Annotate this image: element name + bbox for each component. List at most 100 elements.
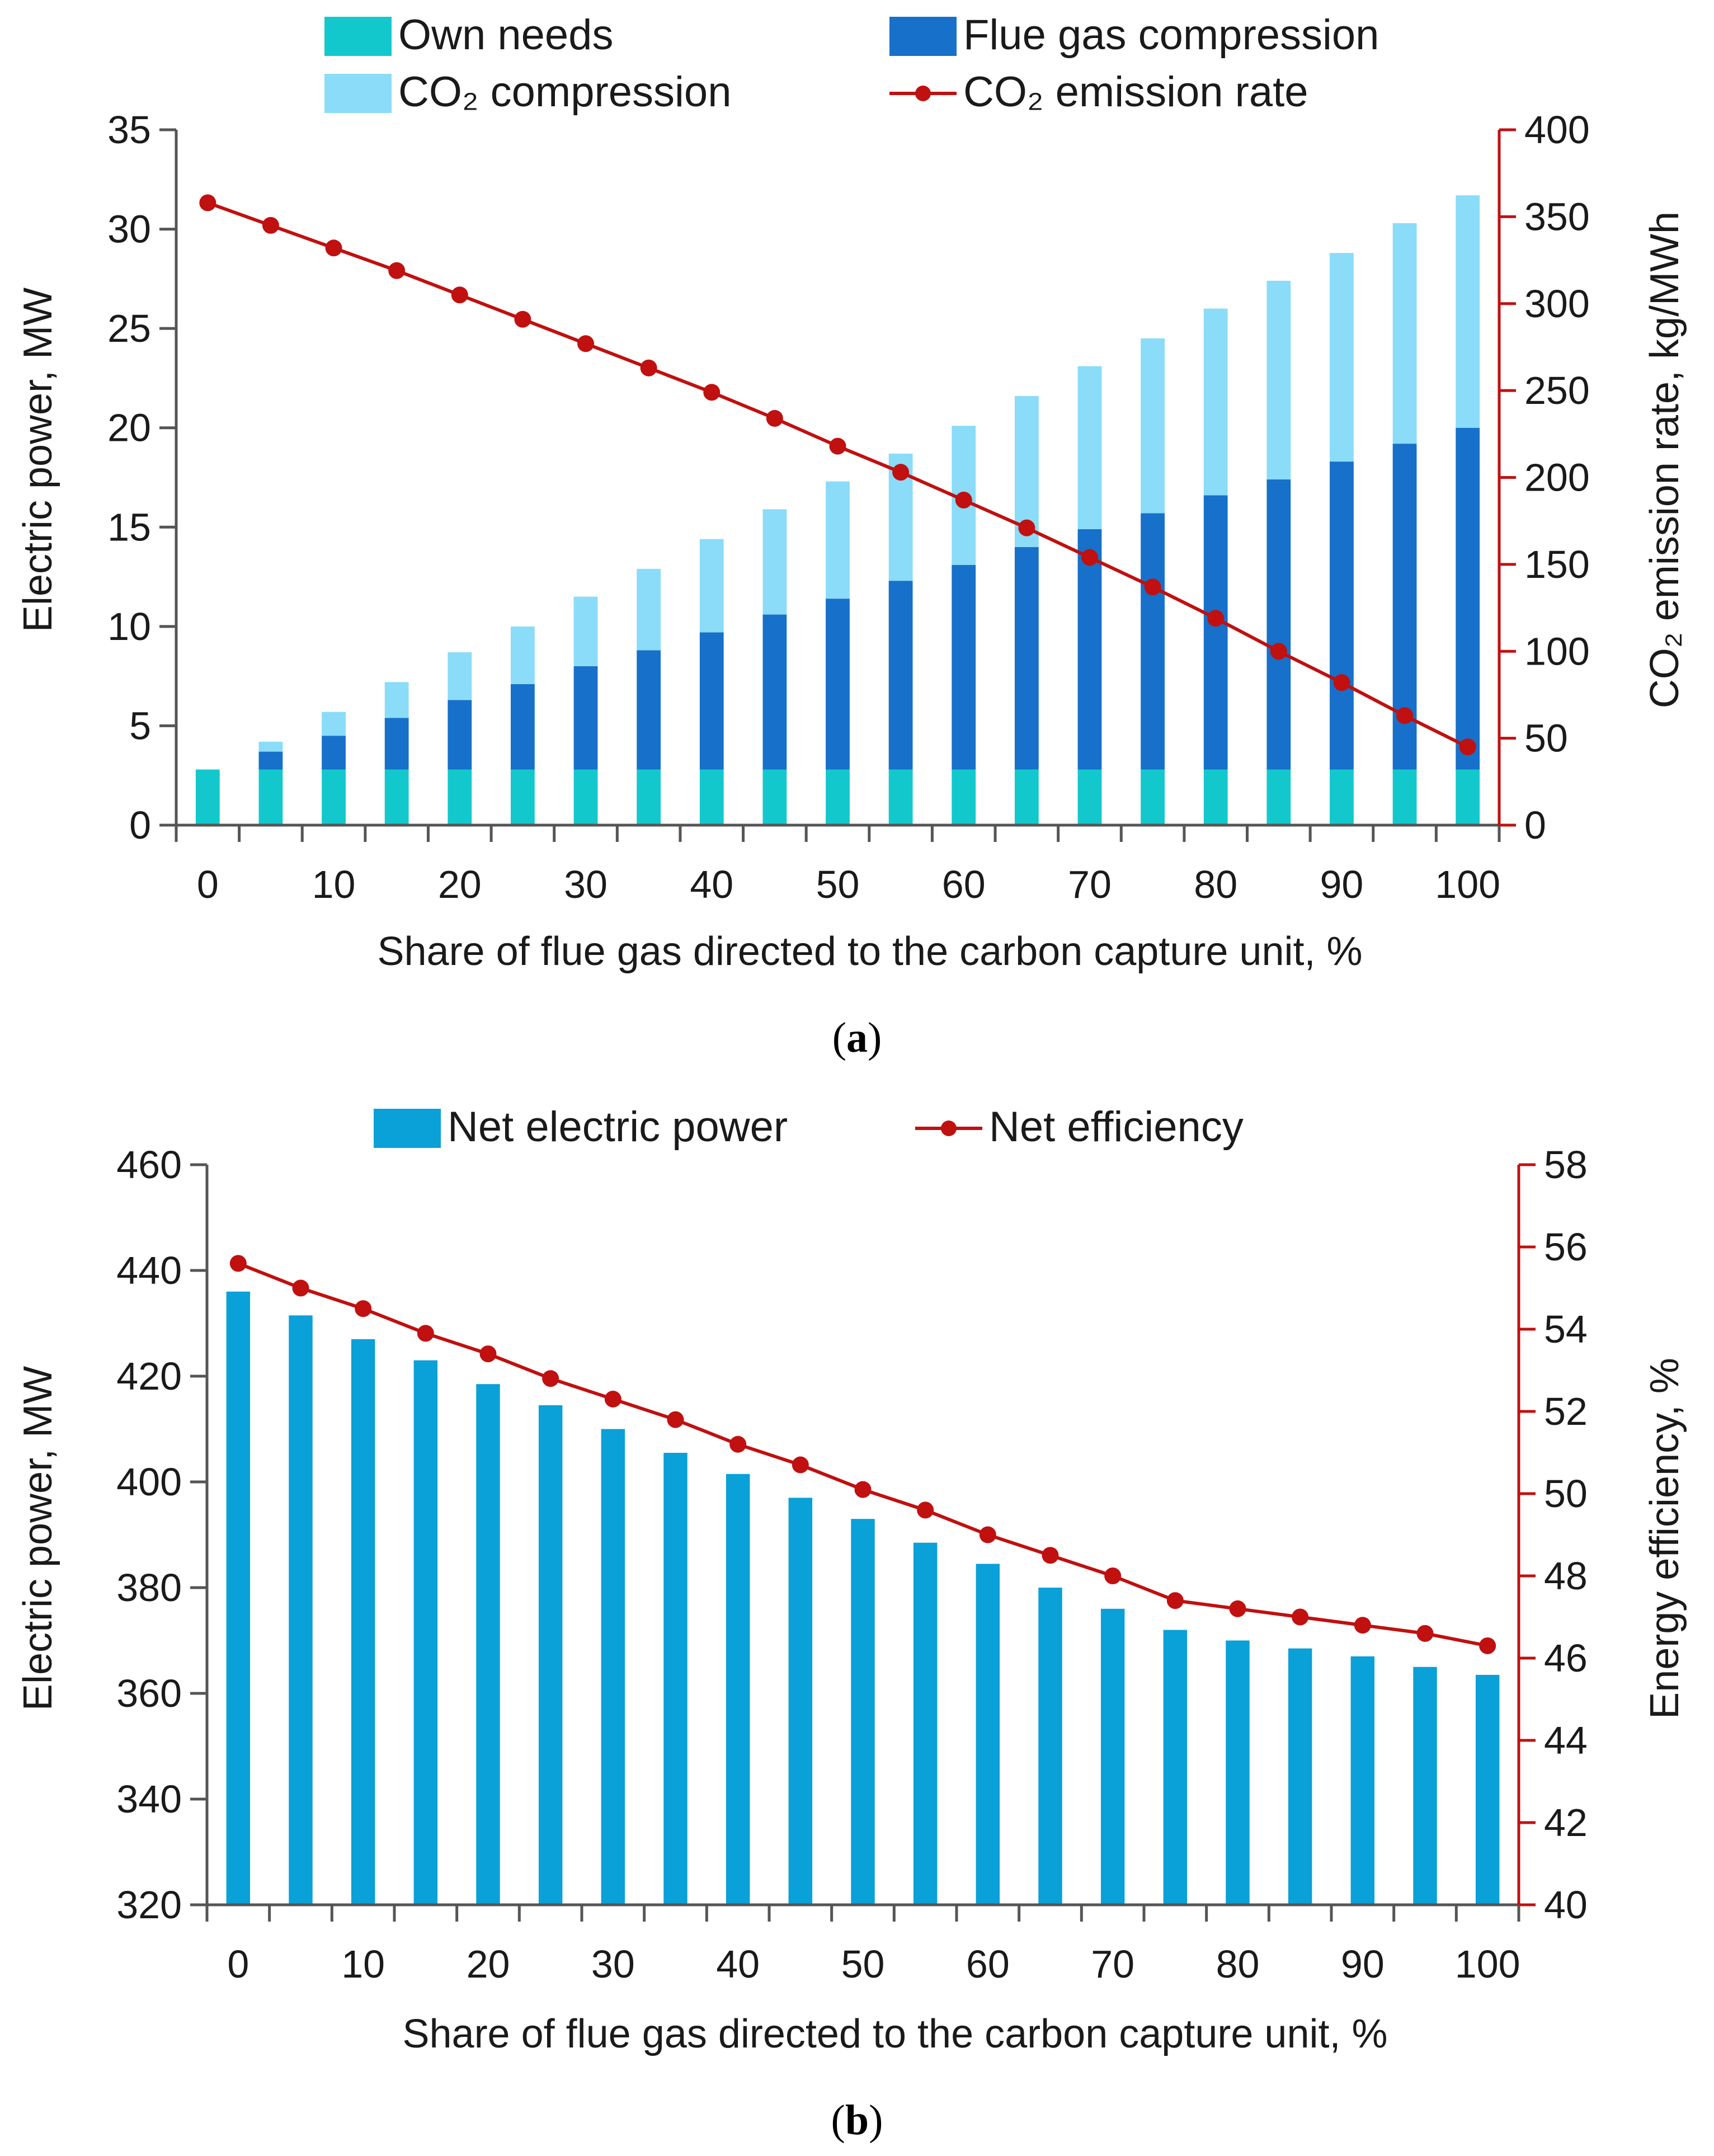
y2-tick-label-a-200: 200 bbox=[1524, 456, 1590, 500]
x-tick-label-b-20: 20 bbox=[467, 1942, 510, 1986]
point-b-60 bbox=[979, 1526, 996, 1543]
point-b-75 bbox=[1166, 1592, 1184, 1609]
x-tick-label-a-50: 50 bbox=[816, 863, 860, 906]
bar-a-co-compression-85 bbox=[1266, 280, 1291, 480]
point-b-50 bbox=[854, 1481, 872, 1498]
point-b-15 bbox=[417, 1325, 434, 1342]
bar-b-net-electric-power-65 bbox=[1038, 1588, 1062, 1905]
point-a-95 bbox=[1396, 707, 1414, 724]
y2-axis-title-a: CO₂ emission rate, kg/MWh bbox=[1642, 211, 1687, 708]
y2-tick-label-b-56: 56 bbox=[1544, 1225, 1588, 1269]
point-a-60 bbox=[955, 491, 972, 509]
x-tick-label-b-70: 70 bbox=[1091, 1942, 1134, 1986]
point-a-75 bbox=[1144, 578, 1161, 596]
bar-a-own-needs-80 bbox=[1203, 769, 1228, 825]
point-a-5 bbox=[262, 216, 279, 234]
legend-label-co2-emission: CO₂ emission rate bbox=[963, 68, 1308, 116]
point-a-55 bbox=[892, 464, 910, 481]
legend-swatch-co2-compression bbox=[324, 74, 392, 113]
bar-a-own-needs-5 bbox=[258, 769, 283, 825]
y-tick-label-a-25: 25 bbox=[107, 307, 151, 350]
y-tick-label-a-10: 10 bbox=[107, 605, 151, 648]
x-tick-label-b-10: 10 bbox=[341, 1942, 385, 1986]
y2-tick-label-b-40: 40 bbox=[1544, 1883, 1588, 1927]
bar-a-co-compression-80 bbox=[1203, 308, 1228, 496]
point-b-70 bbox=[1104, 1567, 1122, 1584]
bar-a-own-needs-25 bbox=[511, 769, 535, 825]
x-tick-label-b-0: 0 bbox=[227, 1942, 249, 1986]
y-tick-label-b-400: 400 bbox=[116, 1460, 182, 1504]
caption-a: (a) bbox=[832, 1014, 882, 1061]
y2-tick-label-b-48: 48 bbox=[1544, 1554, 1588, 1598]
bar-a-flue-gas-compression-20 bbox=[448, 700, 472, 770]
y2-tick-label-b-44: 44 bbox=[1544, 1719, 1588, 1762]
x-tick-label-b-40: 40 bbox=[716, 1942, 760, 1986]
y-tick-label-b-320: 320 bbox=[116, 1883, 182, 1927]
point-a-85 bbox=[1270, 643, 1287, 660]
bar-a-own-needs-75 bbox=[1141, 769, 1165, 825]
bar-a-own-needs-95 bbox=[1392, 769, 1417, 825]
legend-swatch-flue-gas bbox=[889, 17, 957, 56]
point-a-35 bbox=[640, 359, 657, 376]
y-tick-label-a-15: 15 bbox=[107, 505, 151, 549]
bar-a-co-compression-30 bbox=[573, 596, 598, 666]
point-b-25 bbox=[542, 1370, 559, 1387]
y-tick-label-b-360: 360 bbox=[116, 1672, 182, 1715]
point-b-100 bbox=[1479, 1637, 1496, 1654]
x-tick-label-a-20: 20 bbox=[438, 863, 482, 906]
legend-label-flue-gas: Flue gas compression bbox=[963, 11, 1379, 59]
bars-a bbox=[195, 195, 1480, 825]
line-a bbox=[199, 194, 1476, 756]
point-b-35 bbox=[667, 1411, 684, 1428]
bar-a-co-compression-95 bbox=[1392, 223, 1417, 444]
bar-b-net-electric-power-100 bbox=[1475, 1674, 1500, 1905]
legend-label-co2-compression: CO₂ compression bbox=[398, 68, 731, 116]
point-b-90 bbox=[1354, 1617, 1371, 1634]
x-tick-label-b-80: 80 bbox=[1216, 1942, 1260, 1986]
point-a-30 bbox=[577, 335, 595, 352]
bar-a-flue-gas-compression-50 bbox=[826, 599, 850, 770]
bar-a-own-needs-30 bbox=[573, 769, 598, 825]
bar-a-flue-gas-compression-90 bbox=[1330, 462, 1354, 770]
bar-a-flue-gas-compression-30 bbox=[573, 666, 598, 770]
bar-b-net-electric-power-55 bbox=[913, 1542, 938, 1905]
bar-a-own-needs-50 bbox=[826, 769, 850, 825]
legend-swatch-net-power bbox=[374, 1109, 441, 1148]
point-b-30 bbox=[604, 1390, 621, 1407]
point-b-95 bbox=[1416, 1625, 1434, 1642]
y2-axis-title-b: Energy efficiency, % bbox=[1642, 1358, 1687, 1719]
point-a-90 bbox=[1333, 674, 1350, 691]
bar-a-co-compression-70 bbox=[1077, 366, 1102, 529]
legend-marker-net-efficiency bbox=[941, 1121, 957, 1136]
bar-b-net-electric-power-5 bbox=[289, 1315, 313, 1905]
x-tick-label-b-30: 30 bbox=[591, 1942, 635, 1986]
bar-a-own-needs-15 bbox=[384, 769, 409, 825]
bar-a-flue-gas-compression-40 bbox=[699, 632, 724, 770]
bar-b-net-electric-power-45 bbox=[788, 1498, 813, 1905]
point-a-0 bbox=[199, 194, 216, 211]
point-a-100 bbox=[1459, 738, 1476, 756]
y-tick-label-b-420: 420 bbox=[116, 1354, 182, 1398]
bar-a-own-needs-60 bbox=[952, 769, 976, 825]
y-tick-label-a-35: 35 bbox=[107, 108, 151, 152]
x-tick-label-a-90: 90 bbox=[1320, 863, 1364, 906]
bar-a-own-needs-65 bbox=[1014, 769, 1039, 825]
point-a-20 bbox=[451, 286, 468, 304]
y2-tick-label-b-46: 46 bbox=[1544, 1636, 1588, 1680]
legend-label-own-needs: Own needs bbox=[398, 11, 613, 59]
x-tick-label-a-10: 10 bbox=[312, 863, 356, 906]
bar-a-own-needs-35 bbox=[637, 769, 661, 825]
point-a-40 bbox=[703, 384, 721, 401]
point-a-15 bbox=[388, 262, 406, 279]
bar-a-flue-gas-compression-70 bbox=[1077, 529, 1102, 770]
bar-a-flue-gas-compression-5 bbox=[258, 751, 283, 770]
bar-b-net-electric-power-50 bbox=[851, 1519, 875, 1905]
bar-a-co-compression-40 bbox=[699, 539, 724, 633]
y2-tick-label-a-300: 300 bbox=[1524, 282, 1590, 326]
bar-a-co-compression-5 bbox=[258, 741, 283, 752]
point-b-40 bbox=[729, 1435, 747, 1453]
bar-b-net-electric-power-35 bbox=[663, 1453, 688, 1905]
bar-a-own-needs-55 bbox=[888, 769, 913, 825]
y-tick-label-b-380: 380 bbox=[116, 1566, 182, 1609]
